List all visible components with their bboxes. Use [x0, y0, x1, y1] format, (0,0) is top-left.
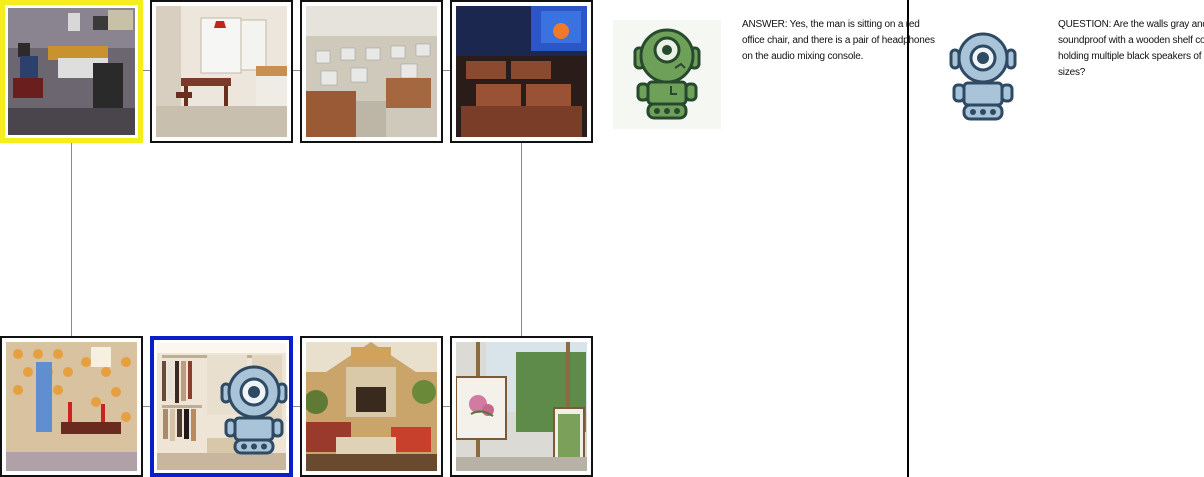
connector-bottom-2-3 [292, 406, 302, 407]
tile-home-theater[interactable] [450, 0, 593, 143]
tile-living-room[interactable] [300, 336, 443, 477]
home-theater-image [456, 6, 587, 137]
tile-audio-studio[interactable] [0, 0, 143, 143]
answerer-robot-icon [633, 28, 701, 120]
connector-vertical-right [521, 142, 522, 337]
connector-top-3-4 [442, 70, 452, 71]
living-room-image [306, 342, 437, 471]
connector-bottom-3-4 [442, 406, 452, 407]
tile-dining-room[interactable] [150, 0, 293, 143]
dining-room-image [156, 6, 287, 137]
connector-bottom-1-2 [142, 406, 152, 407]
connector-top-2-3 [292, 70, 302, 71]
art-studio-image [456, 342, 587, 471]
answer-message: ANSWER: Yes, the man is sitting on a red… [742, 19, 935, 62]
connector-vertical-left [71, 142, 72, 337]
tile-computer-lab[interactable] [300, 0, 443, 143]
bathroom-image [6, 342, 137, 471]
agent-robot-icon [220, 362, 288, 456]
tile-art-studio[interactable] [450, 336, 593, 477]
audio-studio-image [8, 8, 135, 135]
tile-walk-in-closet[interactable] [150, 336, 293, 477]
computer-lab-image [306, 6, 437, 137]
tile-bathroom[interactable] [0, 336, 143, 477]
answerer-avatar [613, 20, 721, 129]
questioner-robot-icon [949, 32, 1017, 121]
questioner-avatar [947, 30, 1019, 122]
connector-top-1-2 [142, 70, 152, 71]
question-message: QUESTION: Are the walls gray and soundpr… [1058, 19, 1204, 78]
panel-divider [907, 0, 909, 477]
